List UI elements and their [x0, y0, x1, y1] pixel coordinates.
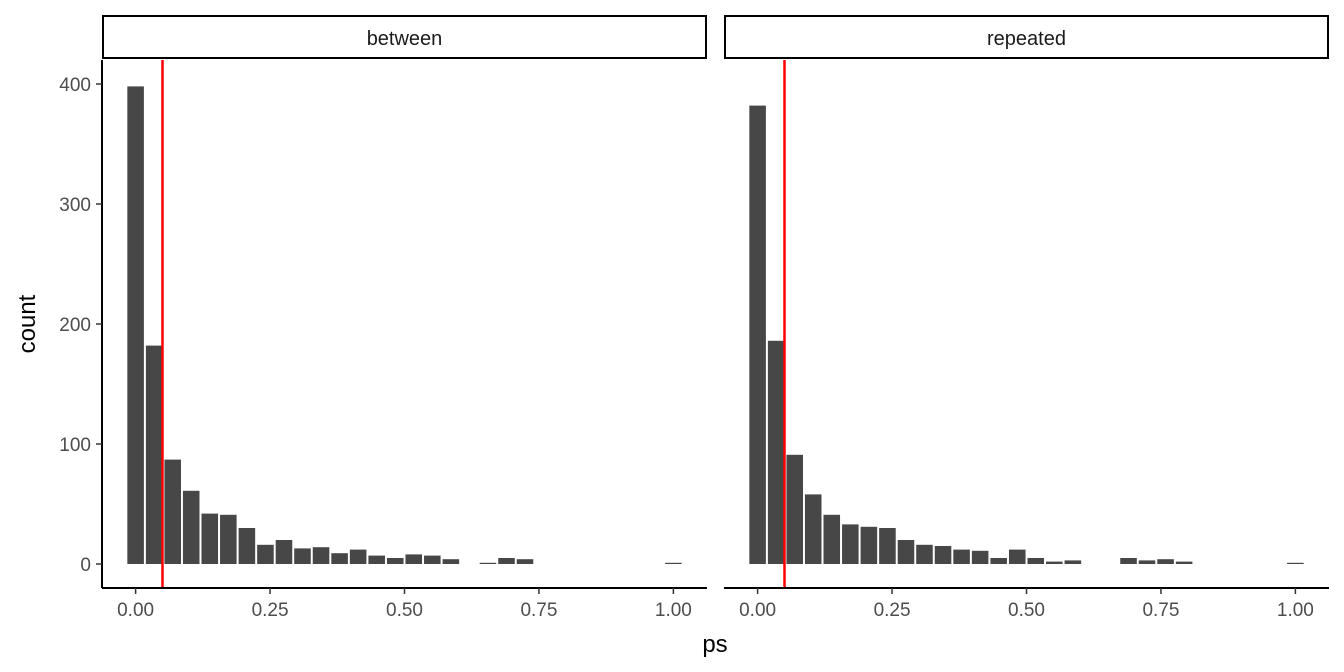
panel-repeated: repeated 0.00 0.25 0.50 0.75 1.00	[724, 15, 1329, 621]
y-tick-label: 300	[59, 195, 91, 216]
histogram-bar	[201, 513, 219, 564]
histogram-bar	[1157, 559, 1174, 564]
histogram-bar	[971, 550, 989, 564]
histogram-bar	[860, 526, 878, 564]
histogram-bar	[442, 559, 460, 564]
histogram-bar	[498, 558, 515, 564]
histogram-bar	[1287, 562, 1304, 564]
histogram-bar	[479, 562, 497, 564]
x-tick-label: 0.25	[874, 600, 911, 621]
histogram-bar	[312, 547, 330, 564]
y-axis-title: count	[14, 294, 41, 353]
histogram-bar	[934, 546, 952, 564]
histogram-bar	[749, 105, 766, 564]
strip-box	[724, 15, 1329, 59]
histogram-bar	[1138, 560, 1156, 564]
y-tick-label: 100	[59, 435, 91, 456]
x-tick-label: 1.00	[655, 600, 692, 621]
panel-between: between 0.00 0.25 0.50 0.75 1.00 0 100 200 300 400	[59, 15, 707, 621]
histogram-bar	[804, 494, 822, 564]
histogram-bar	[1008, 549, 1026, 564]
histogram-bar	[424, 555, 441, 564]
histogram-bar	[897, 540, 915, 564]
x-axis-title: ps	[702, 631, 727, 658]
y-tick-label: 0	[80, 555, 91, 576]
histogram-bar	[1046, 561, 1063, 564]
histogram-bar	[405, 554, 423, 564]
histogram-bar	[386, 558, 404, 564]
histogram-bar	[294, 548, 311, 564]
strip-label: repeated	[987, 28, 1066, 50]
x-tick-label: 0.00	[117, 600, 154, 621]
histogram-bar	[257, 544, 274, 564]
y-tick-label: 400	[59, 75, 91, 96]
histogram-bar	[665, 562, 682, 564]
histogram-bar	[220, 514, 237, 564]
histogram-bar	[164, 459, 181, 564]
histogram-bar	[953, 549, 970, 564]
histogram-bar	[786, 454, 803, 564]
histogram-bar	[990, 558, 1007, 564]
strip-box	[102, 15, 707, 59]
histogram-bar	[842, 524, 859, 564]
histogram-bar	[1027, 558, 1045, 564]
histogram-bar	[1175, 561, 1193, 564]
histogram-bar	[349, 549, 367, 564]
strip-label: between	[367, 28, 443, 50]
histogram-bar	[127, 86, 144, 565]
y-tick-label: 200	[59, 315, 91, 336]
histogram-bar	[331, 553, 348, 564]
histogram-bar	[368, 555, 385, 564]
x-tick-label: 1.00	[1277, 600, 1314, 621]
histogram-bar	[1064, 560, 1082, 564]
x-tick-label: 0.75	[520, 600, 557, 621]
histogram-bar	[516, 559, 534, 564]
x-tick-label: 0.00	[739, 600, 776, 621]
x-tick-label: 0.25	[252, 600, 289, 621]
x-tick-label: 0.50	[386, 600, 423, 621]
histogram-bar	[879, 528, 896, 564]
histogram-bar	[182, 490, 200, 564]
histogram-bar	[916, 544, 933, 564]
histogram-bar	[238, 528, 256, 564]
histogram-bar	[275, 540, 293, 564]
histogram-bar	[145, 345, 163, 564]
x-tick-label: 0.50	[1008, 600, 1045, 621]
histogram-bar	[823, 514, 841, 564]
histogram-bar	[1120, 558, 1137, 564]
histogram-bar	[767, 340, 785, 564]
x-tick-label: 0.75	[1142, 600, 1179, 621]
